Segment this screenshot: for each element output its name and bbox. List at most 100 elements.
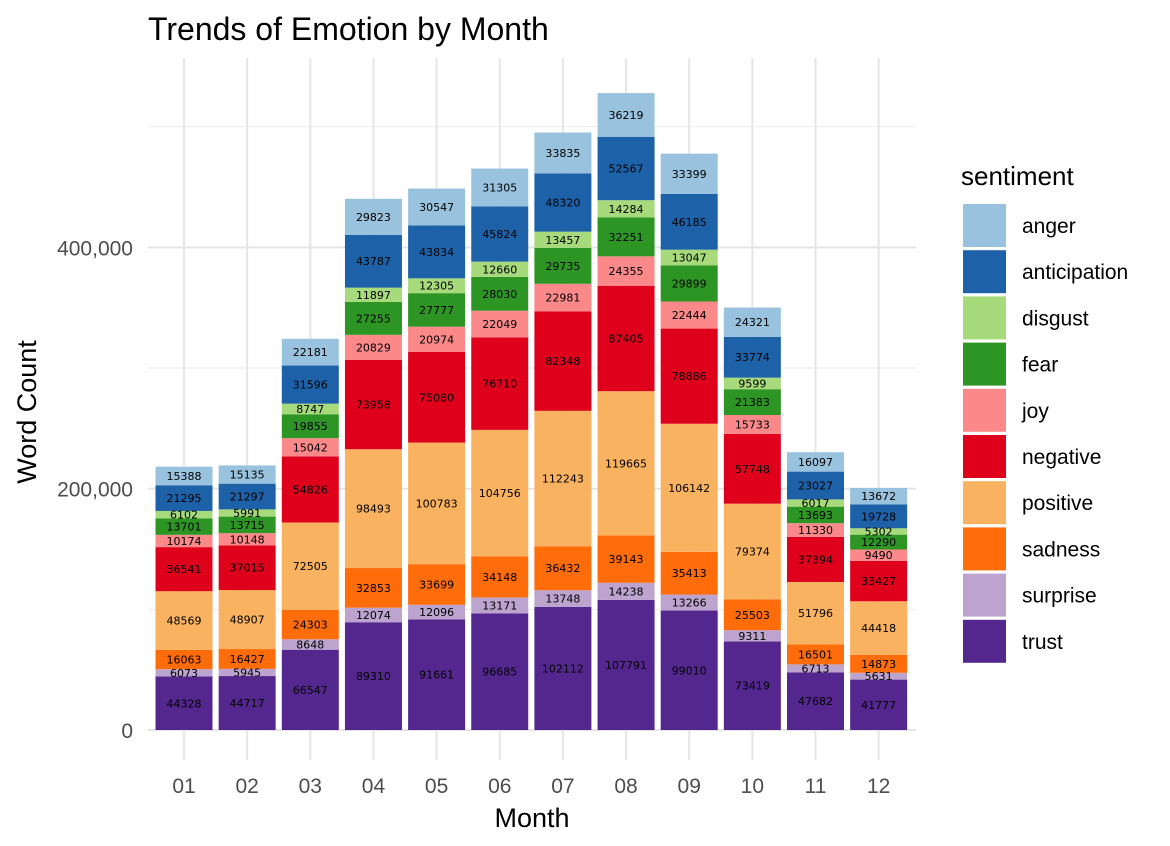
bar-segment-sadness <box>281 609 339 640</box>
data-label: 104756 <box>479 487 521 500</box>
data-label: 106142 <box>668 482 710 495</box>
bar-segment-fear <box>155 518 213 535</box>
x-tick-label: 06 <box>488 775 511 798</box>
bar-segment-anger <box>471 168 529 207</box>
data-label: 44328 <box>167 697 202 710</box>
bar-segment-negative <box>850 560 908 602</box>
x-tick-label: 05 <box>425 775 448 798</box>
bar-segment-sadness <box>850 654 908 673</box>
bar-segment-anticipation <box>660 193 718 250</box>
data-label: 5631 <box>865 670 893 683</box>
legend-label-surprise: surprise <box>1022 585 1097 608</box>
bar-segment-trust <box>723 641 781 730</box>
data-label: 13672 <box>861 490 896 503</box>
data-label: 12096 <box>419 606 454 619</box>
data-label: 41777 <box>861 699 896 712</box>
bar-segment-trust <box>281 649 339 730</box>
bar-segment-anticipation <box>471 206 529 262</box>
data-label: 27777 <box>419 304 454 317</box>
bar-segment-disgust <box>344 287 402 302</box>
data-label: 98493 <box>356 503 391 516</box>
bar-segment-trust <box>344 622 402 730</box>
bar-segment-anger <box>534 132 592 174</box>
data-label: 24355 <box>609 265 644 278</box>
data-label: 5302 <box>865 525 893 538</box>
data-label: 16501 <box>798 648 833 661</box>
data-label: 33835 <box>545 147 580 160</box>
bar-segment-sadness <box>660 551 718 595</box>
bar-segment-negative <box>597 285 655 392</box>
bar-segment-trust <box>471 613 529 730</box>
bar-segment-positive <box>787 581 844 645</box>
bar-segment-anger <box>218 465 276 484</box>
bar-segment-negative <box>155 547 213 592</box>
data-label: 22049 <box>482 318 517 331</box>
data-label: 10148 <box>230 533 265 546</box>
bar-segment-surprise <box>534 590 592 607</box>
data-label: 66547 <box>293 684 328 697</box>
data-label: 30547 <box>419 201 454 214</box>
bar-segment-surprise <box>660 594 718 611</box>
data-label: 12290 <box>861 536 896 549</box>
bar-segment-anticipation <box>408 225 466 279</box>
data-label: 119665 <box>605 457 647 470</box>
legend-label-negative: negative <box>1022 446 1101 469</box>
data-label: 33699 <box>419 578 454 591</box>
bar-segment-disgust <box>534 231 592 248</box>
data-label: 15733 <box>735 418 770 431</box>
legend-swatch-trust <box>963 619 1006 663</box>
bar-segment-positive <box>723 503 781 600</box>
data-label: 45824 <box>482 228 517 241</box>
data-label: 107791 <box>605 659 647 672</box>
data-label: 44418 <box>861 622 896 635</box>
data-label: 91661 <box>419 669 454 682</box>
data-label: 102112 <box>542 662 584 675</box>
data-label: 19855 <box>293 420 328 433</box>
data-label: 99010 <box>672 664 707 677</box>
x-tick-label: 02 <box>235 775 258 798</box>
bar-segment-anger <box>787 452 844 472</box>
bar-segment-surprise <box>723 630 781 642</box>
bar-segment-positive <box>155 591 213 650</box>
bar-segment-anticipation <box>344 234 402 288</box>
legend-label-trust: trust <box>1022 631 1063 654</box>
bar-segment-anticipation <box>155 485 213 511</box>
data-label: 19728 <box>861 510 896 523</box>
bar-segment-anticipation <box>218 483 276 510</box>
bar-segment-fear <box>344 301 402 335</box>
bar-segment-surprise <box>218 668 276 677</box>
legend-swatch-disgust <box>963 296 1006 340</box>
data-label: 76710 <box>482 378 517 391</box>
bar-segment-surprise <box>408 604 466 620</box>
data-label: 15135 <box>230 469 265 482</box>
legend-swatch-anger <box>963 204 1006 247</box>
bar-segment-positive <box>471 429 529 557</box>
data-label: 21297 <box>230 491 265 504</box>
bar-segment-anger <box>723 307 781 337</box>
data-label: 29823 <box>356 211 391 224</box>
data-label: 9490 <box>865 549 893 562</box>
y-tick-label: 0 <box>121 720 133 743</box>
legend-label-disgust: disgust <box>1022 307 1089 330</box>
x-tick-label: 12 <box>867 775 890 798</box>
legend-swatch-sadness <box>963 527 1006 571</box>
data-label: 12305 <box>419 280 454 293</box>
bar-segment-fear <box>471 276 529 311</box>
bar-segment-negative <box>660 328 718 424</box>
bar-segment-sadness <box>155 649 213 670</box>
bar-segment-anger <box>597 93 655 137</box>
data-label: 47682 <box>798 695 833 708</box>
bar-segment-fear <box>408 293 466 327</box>
data-label: 43834 <box>419 246 454 259</box>
data-label: 8648 <box>296 638 324 651</box>
data-label: 73958 <box>356 399 391 412</box>
data-label: 11330 <box>798 524 833 537</box>
bar-segment-disgust <box>723 377 781 390</box>
data-label: 28030 <box>482 288 517 301</box>
data-label: 44717 <box>230 697 265 710</box>
bar-segment-sadness <box>344 568 402 608</box>
x-tick-label: 04 <box>362 775 386 798</box>
data-label: 14238 <box>609 585 644 598</box>
data-label: 23027 <box>798 480 833 493</box>
